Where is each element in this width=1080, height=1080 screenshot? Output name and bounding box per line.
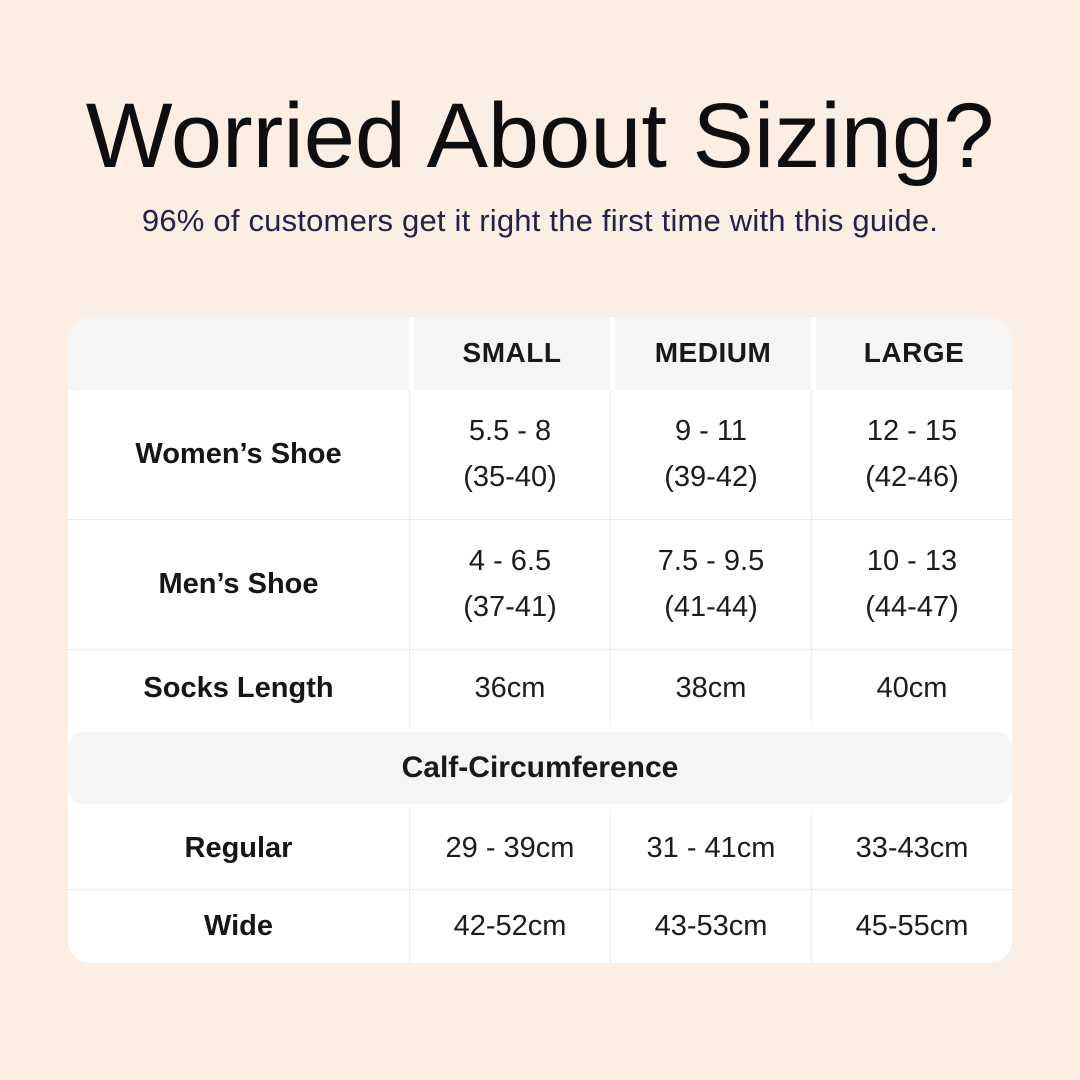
cell-line2: (44-47) <box>865 591 959 624</box>
row-label: Wide <box>203 909 274 942</box>
header-cell-medium: MEDIUM <box>610 316 811 390</box>
cell-socks-large: 40cm <box>811 649 1012 727</box>
cell-line1: 10 - 13 <box>866 544 958 577</box>
cell-womens-small: 5.5 - 8 (35-40) <box>409 389 610 519</box>
cell-regular-medium: 31 - 41cm <box>610 808 811 889</box>
cell-socks-medium: 38cm <box>610 649 811 727</box>
cell-line2: (35-40) <box>463 461 557 494</box>
header-cell-blank <box>68 316 409 390</box>
page-title: Worried About Sizing? <box>85 85 995 187</box>
table-row-regular: Regular 29 - 39cm 31 - 41cm 33-43cm <box>68 808 1012 889</box>
header-cell-large: LARGE <box>811 316 1012 390</box>
cell-mens-medium: 7.5 - 9.5 (41-44) <box>610 519 811 649</box>
cell-wide-medium: 43-53cm <box>610 889 811 963</box>
cell-mens-small: 4 - 6.5 (37-41) <box>409 519 610 649</box>
row-label: Socks Length <box>143 671 334 704</box>
cell-line1: 36cm <box>474 671 546 704</box>
cell-socks-small: 36cm <box>409 649 610 727</box>
cell-mens-large: 10 - 13 (44-47) <box>811 519 1012 649</box>
hero-section: Worried About Sizing? 96% of customers g… <box>0 0 1080 243</box>
section-header-label: Calf-Circumference <box>401 750 679 784</box>
table-row-socks-length: Socks Length 36cm 38cm 40cm <box>68 648 1012 727</box>
table-row-mens-shoe: Men’s Shoe 4 - 6.5 (37-41) 7.5 - 9.5 (41… <box>68 518 1012 649</box>
cell-line2: (42-46) <box>865 461 959 494</box>
cell-regular-large: 33-43cm <box>811 808 1012 889</box>
cell-line1: 12 - 15 <box>866 414 958 447</box>
table-section-header-calf-circumference: Calf-Circumference <box>68 731 1012 804</box>
cell-line2: (39-42) <box>664 461 758 494</box>
cell-line2: (41-44) <box>664 591 758 624</box>
table-header-row: SMALL MEDIUM LARGE <box>68 316 1012 390</box>
cell-wide-small: 42-52cm <box>409 889 610 963</box>
cell-line1: 7.5 - 9.5 <box>657 544 765 577</box>
table-row-wide: Wide 42-52cm 43-53cm 45-55cm <box>68 888 1012 963</box>
cell-line1: 40cm <box>876 671 948 704</box>
page-subtitle: 96% of customers get it right the first … <box>141 203 939 239</box>
row-label: Regular <box>184 832 293 865</box>
cell-line2: (37-41) <box>463 591 557 624</box>
cell-line1: 9 - 11 <box>674 414 747 447</box>
cell-womens-large: 12 - 15 (42-46) <box>811 389 1012 519</box>
cell-womens-medium: 9 - 11 (39-42) <box>610 389 811 519</box>
header-cell-small: SMALL <box>409 316 610 390</box>
row-label: Women’s Shoe <box>135 437 342 470</box>
cell-regular-small: 29 - 39cm <box>409 808 610 889</box>
cell-wide-large: 45-55cm <box>811 889 1012 963</box>
cell-line1: 4 - 6.5 <box>468 544 552 577</box>
cell-line1: 38cm <box>675 671 747 704</box>
table-row-womens-shoe: Women’s Shoe 5.5 - 8 (35-40) 9 - 11 (39-… <box>68 389 1012 519</box>
cell-line1: 5.5 - 8 <box>468 414 552 447</box>
size-table: SMALL MEDIUM LARGE Women’s Shoe 5.5 - 8 … <box>68 316 1012 963</box>
row-label: Men’s Shoe <box>158 567 319 600</box>
